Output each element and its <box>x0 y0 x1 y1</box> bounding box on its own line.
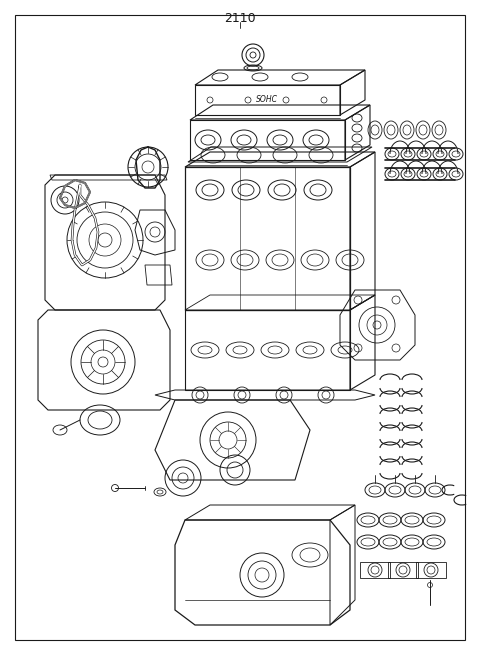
Text: 2110: 2110 <box>224 12 256 25</box>
Bar <box>416 562 446 578</box>
Bar <box>388 562 418 578</box>
Bar <box>360 562 390 578</box>
Text: SOHC: SOHC <box>256 95 278 104</box>
